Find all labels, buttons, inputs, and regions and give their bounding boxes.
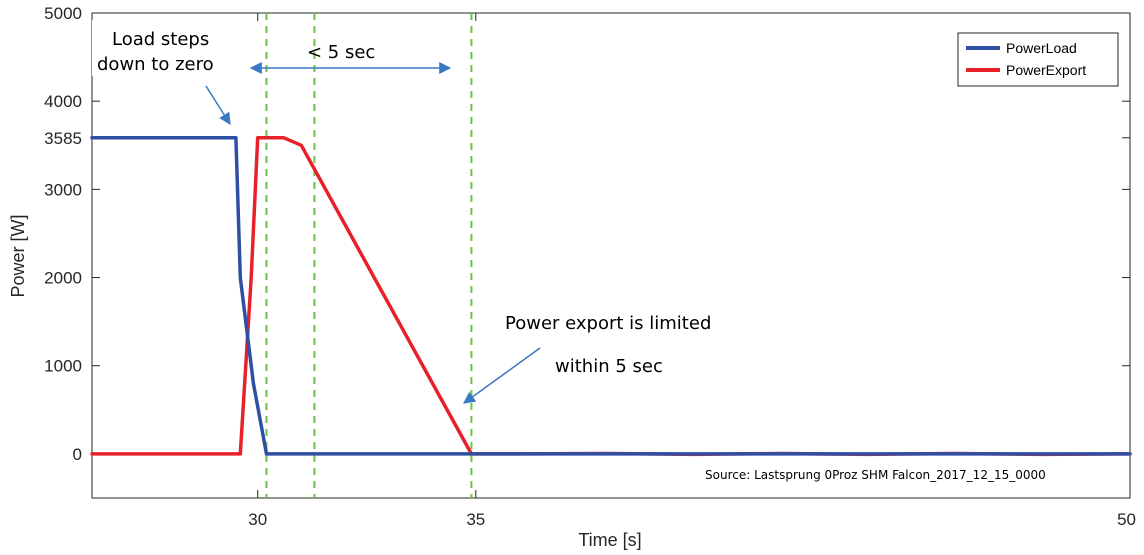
x-tick-label: 50 bbox=[1117, 510, 1136, 529]
legend-box bbox=[957, 32, 1119, 87]
x-tick-label: 30 bbox=[248, 510, 267, 529]
annotation-arrow-load bbox=[205, 85, 231, 126]
annotation-load-steps-line2: down to zero bbox=[97, 54, 214, 75]
series-line-powerload bbox=[90, 136, 1132, 456]
annotations: Load steps down to zero < 5 sec Power ex… bbox=[92, 20, 1114, 487]
source-box bbox=[700, 461, 1114, 487]
legend-label-powerload: PowerLoad bbox=[1006, 40, 1077, 56]
annotation-duration: < 5 sec bbox=[307, 42, 375, 63]
series-group bbox=[90, 136, 1132, 457]
plot-area bbox=[91, 12, 1131, 499]
annotation-source: Source: Lastsprung 0Proz SHM Falcon_2017… bbox=[705, 468, 1046, 482]
y-tick-label: 3000 bbox=[44, 180, 82, 199]
x-tick-label: 35 bbox=[466, 510, 485, 529]
y-tick-label: 2000 bbox=[44, 269, 82, 288]
annotation-export-limited-line2: within 5 sec bbox=[555, 356, 663, 377]
annotation-arrow-export bbox=[463, 347, 541, 404]
legend-label-powerexport: PowerExport bbox=[1006, 62, 1086, 78]
annotation-load-steps-line1: Load steps bbox=[112, 29, 209, 50]
y-ticks: 0 1000 2000 3000 3585 4000 5000 bbox=[44, 4, 1130, 464]
x-ticks: 30 35 50 bbox=[248, 13, 1136, 529]
y-tick-label: 0 bbox=[73, 445, 82, 464]
annotation-bg-load bbox=[92, 20, 230, 76]
legend: PowerLoad PowerExport bbox=[957, 32, 1119, 87]
y-tick-label: 4000 bbox=[44, 92, 82, 111]
y-tick-label: 5000 bbox=[44, 4, 82, 23]
y-tick-label: 1000 bbox=[44, 357, 82, 376]
vertical-markers bbox=[265, 13, 473, 498]
y-axis-title: Power [W] bbox=[8, 214, 28, 297]
annotation-export-limited-line1: Power export is limited bbox=[505, 313, 711, 334]
x-axis-title: Time [s] bbox=[578, 530, 641, 550]
y-tick-label: 3585 bbox=[44, 129, 82, 148]
